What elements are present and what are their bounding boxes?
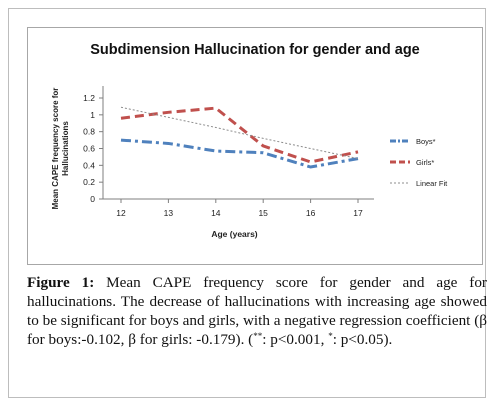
y-axis-label-line1: Mean CAPE frequency score for <box>51 88 60 210</box>
legend-label: Girls* <box>416 158 434 167</box>
y-tick-label: 1 <box>90 110 95 120</box>
y-tick-label: 0 <box>90 194 95 204</box>
series-lines <box>120 106 359 169</box>
caption-text-c: : p<0.05). <box>332 331 393 348</box>
axes: 0 0.2 0.4 0.6 0.8 1 1.2 12 13 14 15 16 17 Age (years)… <box>51 86 374 239</box>
caption-sup-2: * <box>328 331 333 341</box>
line-chart: 0 0.2 0.4 0.6 0.8 1 1.2 12 13 14 15 16 17 Age (years)… <box>51 86 448 239</box>
caption-text-b: : p<0.001, <box>262 331 329 348</box>
x-tick-label: 12 <box>116 208 126 218</box>
y-tick-label: 0.6 <box>83 144 95 154</box>
chart-title: Subdimension Hallucination for gender an… <box>90 42 420 58</box>
caption-label: Figure 1: <box>27 274 95 291</box>
x-tick-label: 15 <box>258 208 268 218</box>
legend: Boys* Girls* Linear Fit <box>390 137 448 188</box>
legend-label: Linear Fit <box>416 179 448 188</box>
chart-area: Subdimension Hallucination for gender an… <box>27 27 483 265</box>
y-axis-label-line2: Hallucinations <box>61 121 70 176</box>
x-tick-label: 17 <box>353 208 363 218</box>
y-tick-label: 0.4 <box>83 160 95 170</box>
y-tick-label: 0.2 <box>83 177 95 187</box>
figure-caption: Figure 1: Mean CAPE frequency score for … <box>27 273 487 349</box>
figure-frame: Subdimension Hallucination for gender an… <box>8 8 487 398</box>
x-tick-label: 14 <box>211 208 221 218</box>
y-tick-label: 1.2 <box>83 93 95 103</box>
caption-sup-1: ** <box>253 331 263 341</box>
x-axis-label: Age (years) <box>211 229 257 239</box>
x-tick-label: 13 <box>164 208 174 218</box>
caption-text-a: Mean CAPE frequency score for gender and… <box>27 274 487 348</box>
x-tick-label: 16 <box>306 208 316 218</box>
y-tick-label: 0.8 <box>83 127 95 137</box>
series-line-1 <box>120 138 359 169</box>
series-line-3 <box>120 106 359 160</box>
legend-label: Boys* <box>416 137 436 146</box>
y-axis-label: Mean CAPE frequency score forHallucinati… <box>51 88 70 210</box>
series-line-2 <box>120 106 359 164</box>
